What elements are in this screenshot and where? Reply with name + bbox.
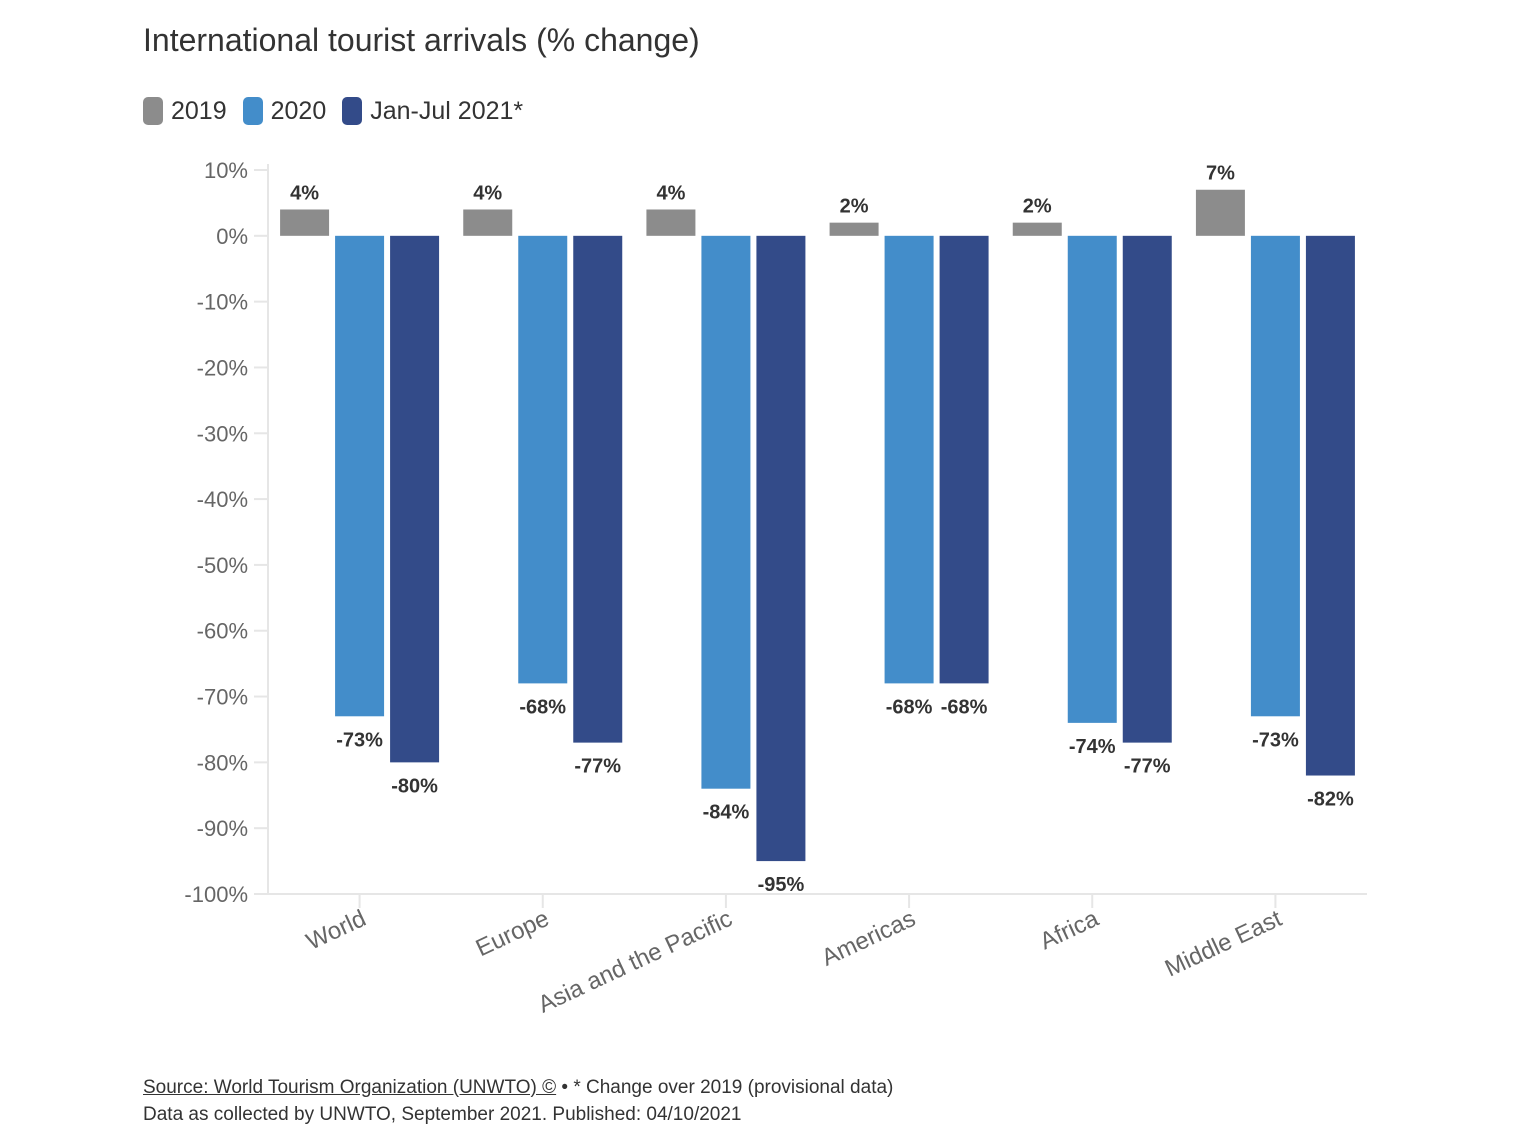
x-tick-label: Americas: [818, 905, 920, 972]
bar-data-label: -80%: [391, 775, 438, 797]
bar[interactable]: [573, 235, 623, 743]
bar-data-label: 7%: [1206, 163, 1235, 185]
legend-item-2019[interactable]: 2019: [143, 97, 227, 126]
bar[interactable]: [939, 235, 989, 684]
legend-item-2020[interactable]: 2020: [242, 96, 327, 126]
x-tick-label: World: [302, 905, 370, 956]
bar-data-label: -74%: [1069, 736, 1116, 758]
legend-swatch-2020: [242, 97, 263, 125]
y-tick-label: 0%: [216, 224, 248, 249]
footer-publication-line: Data as collected by UNWTO, September 20…: [143, 1104, 742, 1125]
bar-data-label: -82%: [1307, 789, 1354, 811]
legend-label-2021: Jan-Jul 2021*: [370, 96, 524, 125]
y-tick-label: -50%: [197, 553, 248, 578]
x-tick-label: Europe: [472, 905, 554, 962]
legend-label-2019: 2019: [171, 96, 227, 125]
bar[interactable]: [390, 235, 440, 763]
bar[interactable]: [518, 235, 568, 684]
bar-data-label: 4%: [290, 182, 319, 204]
bar-data-label: 2%: [840, 196, 869, 218]
y-tick-label: -20%: [197, 355, 248, 380]
legend-swatch-2021: [342, 97, 363, 125]
bar[interactable]: [1122, 235, 1172, 743]
bar-data-label: -84%: [703, 802, 750, 824]
y-tick-label: -30%: [197, 421, 248, 446]
legend-swatch-2019: [143, 97, 163, 125]
bar-data-label: -68%: [941, 696, 988, 718]
bar[interactable]: [1012, 222, 1062, 236]
source-link[interactable]: Source: World Tourism Organization (UNWT…: [143, 1077, 557, 1098]
bar[interactable]: [884, 235, 934, 684]
x-tick-label: Middle East: [1161, 905, 1286, 983]
bar-data-label: 4%: [473, 182, 502, 204]
y-tick-label: -60%: [197, 619, 248, 644]
bar-data-label: -68%: [519, 696, 566, 718]
bar-data-label: -73%: [336, 729, 383, 751]
bar[interactable]: [335, 235, 385, 717]
y-tick-label: 10%: [204, 158, 248, 183]
bar-data-label: -95%: [758, 874, 805, 896]
footer-note: • * Change over 2019 (provisional data): [556, 1077, 894, 1098]
chart-title: International tourist arrivals (% change…: [143, 22, 700, 58]
bar-data-label: -77%: [1124, 756, 1171, 778]
bar[interactable]: [701, 235, 751, 789]
bar-data-label: 4%: [656, 182, 685, 204]
footer-source-line: Source: World Tourism Organization (UNWT…: [143, 1077, 893, 1099]
legend-label-2020: 2020: [270, 96, 327, 125]
bar[interactable]: [280, 209, 330, 236]
bar-data-label: -73%: [1252, 729, 1299, 751]
y-tick-label: -40%: [197, 487, 248, 512]
bar[interactable]: [1250, 235, 1300, 717]
x-tick-label: Africa: [1036, 905, 1104, 956]
y-tick-label: -70%: [197, 685, 248, 710]
y-tick-label: -10%: [197, 290, 248, 315]
x-tick-label: Asia and the Pacific: [534, 905, 736, 1019]
bar[interactable]: [1067, 235, 1117, 723]
bar[interactable]: [646, 209, 696, 236]
y-tick-label: -80%: [197, 750, 248, 775]
bar-data-label: -77%: [574, 756, 621, 778]
bar[interactable]: [1305, 235, 1355, 776]
bar[interactable]: [1195, 189, 1245, 236]
bar[interactable]: [756, 235, 806, 862]
bar-data-label: 2%: [1023, 196, 1052, 218]
y-tick-label: -90%: [197, 816, 248, 841]
bar[interactable]: [829, 222, 879, 236]
chart-legend: 2019 2020 Jan-Jul 2021*: [143, 94, 523, 128]
y-tick-label: -100%: [184, 882, 248, 907]
legend-item-2021[interactable]: Jan-Jul 2021*: [342, 97, 523, 126]
bar[interactable]: [463, 209, 513, 236]
bar-data-label: -68%: [886, 696, 933, 718]
